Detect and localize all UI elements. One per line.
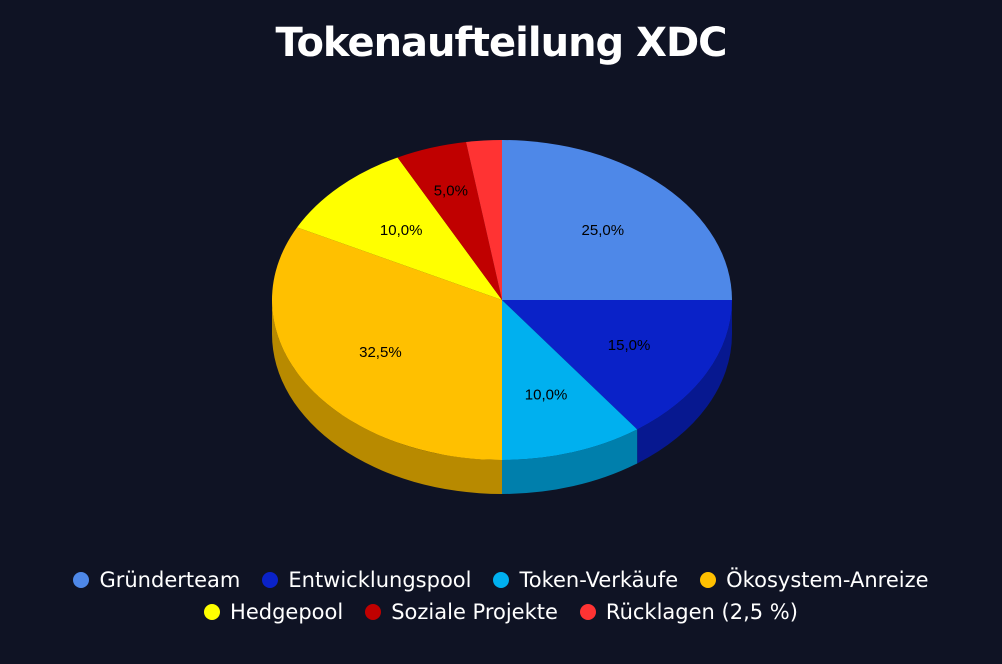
pie-slice-5 [297,157,502,300]
legend-swatch-icon [73,572,90,588]
pie-slice-2 [502,300,732,430]
legend-swatch-icon [493,572,510,588]
data-label-4: 32,5% [359,344,402,361]
legend-label: Token-Verkäufe [519,568,679,592]
legend-swatch-icon [579,604,596,620]
data-label-1: 25,0% [582,222,625,239]
pie-slice-4 [272,227,502,460]
data-label-3: 10,0% [525,386,568,403]
pie-side-2 [637,300,732,464]
legend-label: Gründerteam [99,568,241,592]
legend-swatch-icon [262,572,279,588]
pie-slice-1 [502,140,732,300]
legend-label: Hedgepool [230,600,344,624]
legend-item-5: Hedgepool [204,600,343,624]
pie-slice-6 [397,141,502,300]
data-label-6: 5,0% [434,182,468,199]
legend-label: Entwicklungspool [288,568,472,592]
legend-row-2: Hedgepool Soziale Projekte Rücklagen (2,5 … [0,600,1002,624]
pie-slices [272,140,732,460]
legend-row-1: Gründerteam Entwicklungspool Token-Verkäuf… [0,568,1002,592]
pie-slice-7 [466,140,502,300]
legend-item-4: Ökosystem-Anreize [700,568,929,592]
legend-item-1: Gründerteam [73,568,240,592]
pie-slice-3 [502,300,638,460]
pie-side-walls [272,300,732,494]
data-label-5: 10,0% [380,222,423,239]
legend-label: Ökosystem-Anreize [726,568,929,592]
pie-side-3 [502,429,638,494]
legend-item-6: Soziale Projekte [365,600,558,624]
legend-swatch-icon [365,604,382,620]
legend-item-7: Rücklagen (2,5 %) [579,600,798,624]
pie-side-4 [272,300,502,494]
legend-label: Rücklagen (2,5 %) [605,600,798,624]
chart-title: Tokenaufteilung XDC [275,20,727,66]
legend-item-3: Token-Verkäufe [493,568,678,592]
chart-legend: Gründerteam Entwicklungspool Token-Verkäuf… [0,568,1002,624]
data-label-2: 15,0% [608,337,651,354]
legend-swatch-icon [204,604,221,620]
pie-data-labels: 25,0% 15,0% 10,0% 32,5% 10,0% 5,0% [359,182,650,403]
legend-label: Soziale Projekte [391,600,558,624]
legend-item-2: Entwicklungspool [262,568,471,592]
legend-swatch-icon [700,572,717,588]
